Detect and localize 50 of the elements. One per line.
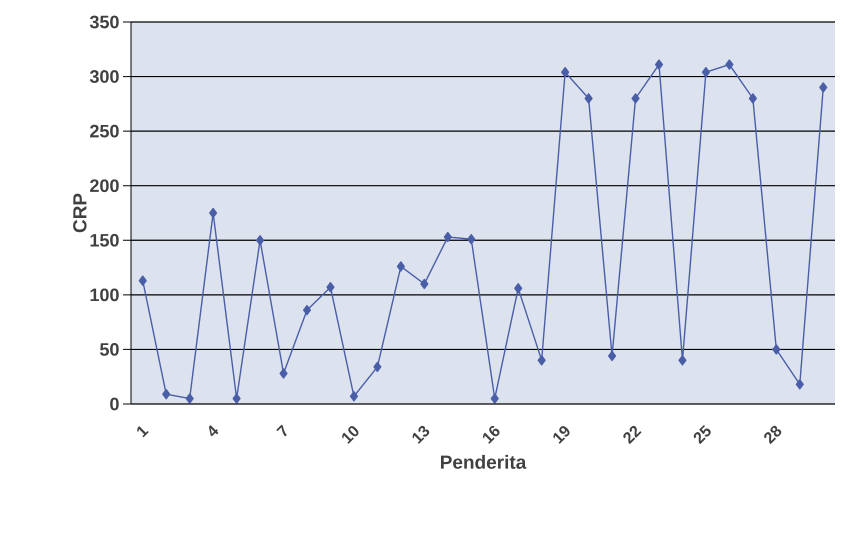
point	[819, 82, 828, 93]
point	[538, 355, 546, 366]
point	[514, 283, 522, 294]
x-axis-title: Penderita	[440, 454, 526, 469]
point	[467, 234, 476, 244]
point	[702, 67, 710, 78]
point	[796, 379, 804, 390]
y-axis-title: CRP	[73, 194, 87, 232]
x-tick-label: 7	[276, 424, 287, 437]
point	[444, 232, 452, 242]
point	[748, 93, 757, 104]
y-tick-label: 50	[100, 343, 119, 356]
x-tick-label: 10	[342, 426, 358, 444]
point	[654, 59, 664, 70]
y-tick-label: 250	[90, 124, 119, 138]
point	[138, 275, 147, 286]
x-tick-label: 1	[137, 426, 149, 438]
point	[302, 304, 312, 316]
point	[420, 278, 428, 290]
x-tick-label: 16	[482, 426, 500, 444]
point	[584, 93, 593, 104]
point	[232, 393, 241, 404]
x-tick-label: 19	[553, 426, 570, 444]
point	[186, 393, 194, 404]
point	[396, 261, 405, 272]
point	[256, 235, 264, 246]
x-tick-label: 25	[694, 424, 711, 444]
y-tick-label: 300	[90, 70, 119, 83]
point	[631, 93, 640, 104]
y-tick-label: 200	[90, 179, 119, 192]
y-tick-label: 350	[90, 16, 119, 28]
point	[326, 282, 335, 292]
point	[209, 208, 218, 218]
x-tick-label: 4	[208, 425, 218, 436]
point	[678, 355, 687, 366]
point	[162, 388, 170, 400]
x-tick-label: 28	[764, 426, 782, 444]
x-tick-label: 13	[412, 426, 430, 444]
x-tick-label: 22	[623, 426, 642, 444]
point	[490, 393, 499, 404]
y-tick-label: 0	[110, 398, 119, 410]
point	[725, 59, 734, 70]
point	[772, 344, 780, 355]
point	[373, 362, 382, 372]
y-tick-label: 100	[90, 288, 119, 302]
point	[608, 350, 616, 362]
point	[279, 368, 288, 379]
point	[561, 67, 570, 78]
point	[350, 391, 358, 402]
y-tick-label: 150	[90, 234, 119, 247]
